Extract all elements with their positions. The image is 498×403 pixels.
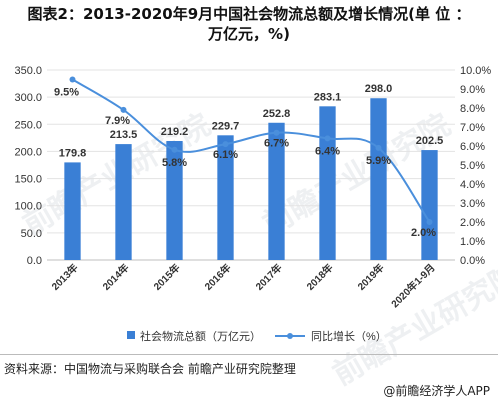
source-note: 资料来源：中国物流与采购联合会 前瞻产业研究院整理 bbox=[4, 362, 296, 376]
bar bbox=[115, 144, 132, 260]
growth-value-label: 6.7% bbox=[264, 138, 289, 150]
growth-point bbox=[222, 141, 229, 148]
growth-value-label: 9.5% bbox=[54, 87, 79, 99]
y-left-tick-label: 150.0 bbox=[14, 174, 42, 186]
legend-swatch-bar bbox=[127, 331, 135, 339]
growth-point bbox=[426, 219, 433, 225]
y-left-tick-label: 350.0 bbox=[14, 65, 42, 77]
bar bbox=[217, 135, 234, 260]
x-tick-label: 2015年 bbox=[151, 261, 183, 293]
footer-divider bbox=[0, 354, 498, 355]
legend-swatch-point bbox=[287, 333, 293, 339]
y-right-tick-label: 4.0% bbox=[460, 179, 485, 191]
x-tick-label: 2018年 bbox=[304, 261, 336, 293]
chart-canvas: 0.0 50.0 100.0 150.0 200.0 250.0 300.0 350.0 0.0… bbox=[14, 65, 491, 343]
y-right-tick-label: 10.0% bbox=[460, 65, 491, 77]
y-right-tick-label: 2.0% bbox=[460, 217, 485, 229]
y-right-tick-label: 1.0% bbox=[460, 236, 485, 248]
y-right-tick-label: 9.0% bbox=[460, 84, 485, 96]
y-right-tick-label: 0.0% bbox=[460, 255, 485, 267]
x-tick-label: 2016年 bbox=[202, 261, 234, 293]
growth-value-label: 7.9% bbox=[105, 115, 130, 127]
growth-value-label: 5.9% bbox=[366, 155, 391, 167]
legend-label-line: 同比增长（%） bbox=[311, 329, 387, 343]
bar-value-label: 219.2 bbox=[161, 126, 189, 138]
x-tick-label: 2020年1-9月 bbox=[388, 261, 437, 310]
bar-value-label: 213.5 bbox=[110, 129, 138, 141]
bar-value-label: 298.0 bbox=[365, 83, 393, 95]
brand-credit: @前瞻经济学人APP bbox=[383, 384, 490, 398]
x-tick-label: 2013年 bbox=[49, 261, 81, 293]
y-left-tick-label: 0.0 bbox=[27, 255, 42, 267]
x-tick-label: 2019年 bbox=[355, 261, 387, 293]
bar bbox=[64, 162, 81, 260]
growth-point bbox=[324, 135, 331, 142]
bar-value-label: 252.8 bbox=[263, 108, 291, 120]
bar-value-label: 179.8 bbox=[59, 147, 87, 159]
growth-value-label: 6.4% bbox=[315, 145, 340, 157]
x-tick-label: 2014年 bbox=[100, 261, 132, 293]
y-left-tick-label: 200.0 bbox=[14, 146, 42, 158]
y-right-tick-label: 6.0% bbox=[460, 141, 485, 153]
growth-point bbox=[375, 144, 382, 151]
growth-point bbox=[273, 129, 280, 136]
y-left-tick-label: 300.0 bbox=[14, 92, 42, 104]
bar bbox=[166, 141, 183, 260]
y-right-tick-label: 8.0% bbox=[460, 103, 485, 115]
growth-point bbox=[171, 146, 178, 153]
growth-value-label: 2.0% bbox=[411, 227, 436, 239]
bar bbox=[370, 98, 387, 260]
bar bbox=[421, 150, 438, 260]
y-left-tick-label: 250.0 bbox=[14, 119, 42, 131]
bar bbox=[319, 106, 336, 261]
growth-point bbox=[120, 106, 127, 113]
y-left-tick-label: 100.0 bbox=[14, 201, 42, 213]
chart-title-line2: 万亿元，%) bbox=[208, 25, 290, 43]
bar-value-label: 229.7 bbox=[212, 120, 240, 132]
legend-label-bar: 社会物流总额（万亿元） bbox=[140, 329, 261, 343]
growth-point bbox=[69, 76, 76, 83]
chart-title-line1: 图表2：2013-2020年9月中国社会物流总额及增长情况(单 位 ： bbox=[27, 5, 471, 23]
bar bbox=[268, 122, 285, 260]
y-left-tick-label: 50.0 bbox=[21, 228, 42, 240]
y-right-tick-label: 5.0% bbox=[460, 160, 485, 172]
growth-value-label: 6.1% bbox=[213, 149, 238, 161]
growth-value-label: 5.8% bbox=[162, 157, 187, 169]
bar-value-label: 283.1 bbox=[314, 91, 342, 103]
y-right-tick-label: 7.0% bbox=[460, 122, 485, 134]
y-right-tick-label: 3.0% bbox=[460, 198, 485, 210]
chart-title: 图表2：2013-2020年9月中国社会物流总额及增长情况(单 位 ： 万亿元，… bbox=[0, 4, 498, 44]
x-tick-label: 2017年 bbox=[253, 261, 285, 293]
bar-value-label: 202.5 bbox=[416, 135, 444, 147]
